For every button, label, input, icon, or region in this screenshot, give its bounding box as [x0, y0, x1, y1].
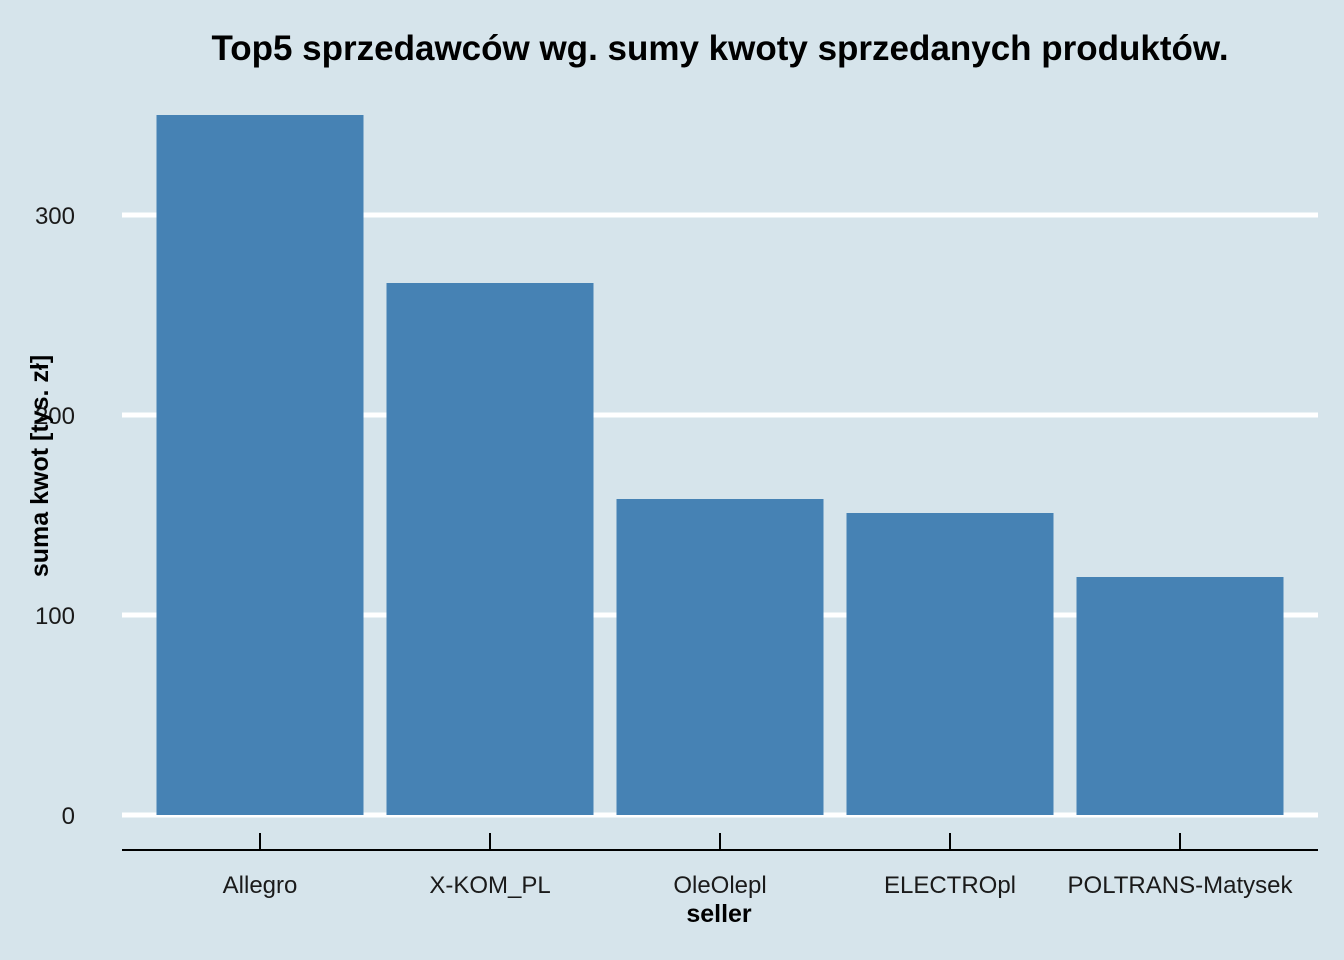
- bar-x-kom-pl: [386, 283, 594, 815]
- y-axis-ticks: 0 100 200 300: [35, 203, 75, 830]
- chart-title: Top5 sprzedawców wg. sumy kwoty sprzedan…: [211, 29, 1228, 68]
- y-tick-label-300: 300: [35, 203, 75, 230]
- x-tick-label-electropl: ELECTROpl: [884, 872, 1016, 899]
- bar-oleolepl: [616, 499, 824, 815]
- y-tick-label-0: 0: [62, 803, 75, 830]
- x-tick-label-oleolepl: OleOlepl: [673, 872, 766, 899]
- x-tick-label-allegro: Allegro: [223, 872, 298, 899]
- x-tick-label-poltrans-matysek: POLTRANS-Matysek: [1068, 872, 1294, 899]
- x-axis-title: seller: [686, 900, 752, 928]
- bars: [156, 115, 1284, 815]
- bar-allegro: [156, 115, 364, 815]
- bar-poltrans-matysek: [1076, 577, 1284, 815]
- x-tick-label-x-kom-pl: X-KOM_PL: [429, 872, 550, 899]
- y-tick-label-100: 100: [35, 603, 75, 630]
- x-axis-ticks: Allegro X-KOM_PL OleOlepl ELECTROpl POLTRANS…: [223, 833, 1294, 899]
- y-tick-label-200: 200: [35, 403, 75, 430]
- bar-electropl: [846, 513, 1054, 815]
- y-axis-title: suma kwot [tys. zł]: [26, 355, 54, 577]
